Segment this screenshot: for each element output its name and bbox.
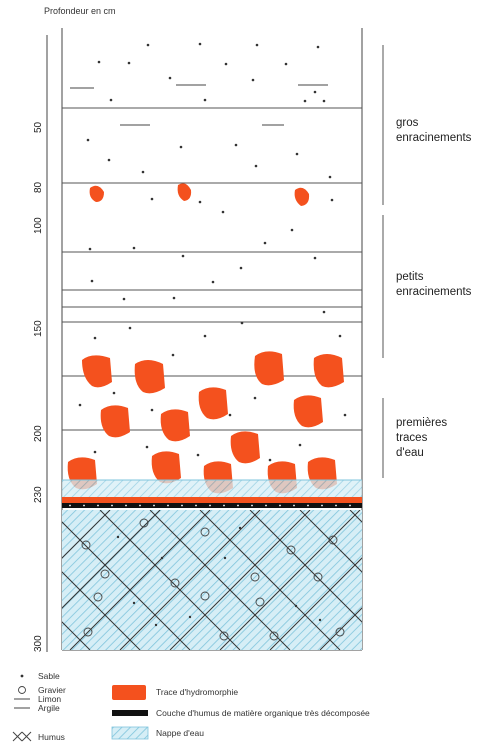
humus-layer-texture [69,504,351,507]
depth-label-100: 100 [33,217,44,234]
legend-gravier-label: Gravier [38,685,66,695]
legend-argile-label: Argile [38,703,60,713]
humus-crosshatch [62,510,362,650]
zone-label-line: traces [396,432,428,444]
depth-label-80: 80 [33,181,44,193]
legend-gravier-icon [18,686,26,694]
zone-label-line: enracinements [396,132,472,144]
hydromorphie-small [89,183,310,206]
legend-couche-humus-icon [112,710,148,716]
legend-hydromorphie-label: Trace d'hydromorphie [156,687,239,697]
nappe-band [62,480,362,498]
depth-label-50: 50 [33,121,44,133]
limon-marks [70,84,328,126]
zone-petits-enracinements: petits enracinements [396,270,471,300]
horizon-lines [62,107,362,431]
depth-axis-title: Profondeur en cm [44,6,116,16]
zone-label-line: gros [396,117,419,129]
zone-gros-enracinements: gros enracinements [396,116,471,146]
legend-nappe-label: Nappe d'eau [156,728,204,738]
legend-couche-humus-label: Couche d'humus de matière organique très… [156,708,370,718]
depth-label-300: 300 [33,635,44,652]
sable-marks [78,42,347,462]
legend-humus-icon [12,731,32,742]
aquifer-sable [116,526,322,627]
zone-label-line: petits [396,271,424,283]
legend-limon-label: Limon [38,694,62,704]
zone-label-line: enracinements [396,286,472,298]
legend-symbols [12,674,149,742]
depth-label-150: 150 [33,320,44,337]
zone-premieres-traces-eau: premières traces d'eau [396,416,447,461]
legend-humus-label: Humus [38,732,65,742]
legend-nappe-icon [111,726,149,740]
humus-layer [62,503,362,508]
legend-sable-icon [20,674,24,678]
depth-label-200: 200 [33,425,44,442]
aquifer-region [62,510,362,650]
zone-label-line: d'eau [396,447,424,459]
hydromorphie-large [67,351,344,494]
depth-label-230: 230 [33,486,44,503]
hydromorphie-layer [62,497,362,503]
legend-hydromorphie-icon [112,685,146,700]
gravier-marks [81,518,345,641]
zone-label-line: premières [396,417,448,429]
legend-sable-label: Sable [38,671,60,681]
